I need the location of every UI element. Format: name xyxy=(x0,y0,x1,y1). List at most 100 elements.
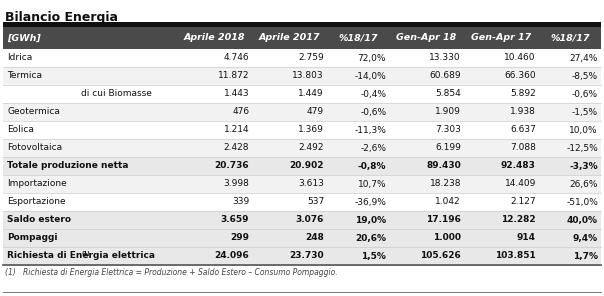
Text: 914: 914 xyxy=(517,234,536,242)
Text: 3.659: 3.659 xyxy=(220,215,249,224)
Text: 13.330: 13.330 xyxy=(429,54,461,62)
Text: 18.238: 18.238 xyxy=(429,179,461,189)
Bar xyxy=(3,103,601,121)
Text: 66.360: 66.360 xyxy=(504,72,536,81)
Text: Gen-Apr 17: Gen-Apr 17 xyxy=(471,33,532,43)
Text: -0,6%: -0,6% xyxy=(360,107,386,117)
Text: 20.736: 20.736 xyxy=(214,162,249,170)
Text: 3.076: 3.076 xyxy=(296,215,324,224)
Text: Importazione: Importazione xyxy=(7,179,67,189)
Text: 17.196: 17.196 xyxy=(426,215,461,224)
Text: 24.096: 24.096 xyxy=(214,252,249,260)
Text: 2.428: 2.428 xyxy=(223,144,249,152)
Text: 248: 248 xyxy=(305,234,324,242)
Text: 537: 537 xyxy=(307,197,324,207)
Bar xyxy=(3,175,601,193)
Bar xyxy=(3,157,601,175)
Text: -0,8%: -0,8% xyxy=(358,162,386,170)
Text: 2.492: 2.492 xyxy=(298,144,324,152)
Text: 339: 339 xyxy=(232,197,249,207)
Text: -12,5%: -12,5% xyxy=(566,144,598,152)
Text: di cui Biomasse: di cui Biomasse xyxy=(82,89,152,99)
Text: Bilancio Energia: Bilancio Energia xyxy=(5,12,118,25)
Text: 20.902: 20.902 xyxy=(289,162,324,170)
Text: 10,0%: 10,0% xyxy=(570,126,598,134)
Text: Esportazione: Esportazione xyxy=(7,197,66,207)
Text: 14.409: 14.409 xyxy=(504,179,536,189)
Text: -0,4%: -0,4% xyxy=(360,89,386,99)
Bar xyxy=(3,27,601,49)
Text: 10.460: 10.460 xyxy=(504,54,536,62)
Text: Aprile 2018: Aprile 2018 xyxy=(184,33,246,43)
Text: 5.854: 5.854 xyxy=(435,89,461,99)
Text: 72,0%: 72,0% xyxy=(358,54,386,62)
Text: Totale produzione netta: Totale produzione netta xyxy=(7,162,129,170)
Bar xyxy=(3,211,601,229)
Text: -8,5%: -8,5% xyxy=(572,72,598,81)
Text: -0,6%: -0,6% xyxy=(572,89,598,99)
Bar xyxy=(3,67,601,85)
Text: 13.803: 13.803 xyxy=(292,72,324,81)
Text: 27,4%: 27,4% xyxy=(570,54,598,62)
Text: 7.303: 7.303 xyxy=(435,126,461,134)
Text: (1)   Richiesta di Energia Elettrica = Produzione + Saldo Estero – Consumo Pompa: (1) Richiesta di Energia Elettrica = Pro… xyxy=(5,268,338,277)
Text: Idrica: Idrica xyxy=(7,54,32,62)
Text: %18/17: %18/17 xyxy=(550,33,590,43)
Text: 23.730: 23.730 xyxy=(289,252,324,260)
Text: -36,9%: -36,9% xyxy=(355,197,386,207)
Text: 2.127: 2.127 xyxy=(510,197,536,207)
Text: -14,0%: -14,0% xyxy=(355,72,386,81)
Text: 6.199: 6.199 xyxy=(435,144,461,152)
Text: 1.449: 1.449 xyxy=(298,89,324,99)
Text: 479: 479 xyxy=(307,107,324,117)
Text: 299: 299 xyxy=(230,234,249,242)
Text: 26,6%: 26,6% xyxy=(570,179,598,189)
Text: -51,0%: -51,0% xyxy=(566,197,598,207)
Text: 12.282: 12.282 xyxy=(501,215,536,224)
Text: 1.369: 1.369 xyxy=(298,126,324,134)
Text: (1): (1) xyxy=(81,250,90,255)
Text: 3.613: 3.613 xyxy=(298,179,324,189)
Text: 1,5%: 1,5% xyxy=(361,252,386,260)
Text: 7.088: 7.088 xyxy=(510,144,536,152)
Text: -11,3%: -11,3% xyxy=(355,126,386,134)
Text: Saldo estero: Saldo estero xyxy=(7,215,71,224)
Text: 19,0%: 19,0% xyxy=(355,215,386,224)
Text: 89.430: 89.430 xyxy=(426,162,461,170)
Text: Richiesta di Energia elettrica: Richiesta di Energia elettrica xyxy=(7,252,155,260)
Text: Fotovoltaica: Fotovoltaica xyxy=(7,144,62,152)
Text: 3.998: 3.998 xyxy=(223,179,249,189)
Text: 1.443: 1.443 xyxy=(223,89,249,99)
Text: 92.483: 92.483 xyxy=(501,162,536,170)
Bar xyxy=(3,139,601,157)
Text: 5.892: 5.892 xyxy=(510,89,536,99)
Text: Gen-Apr 18: Gen-Apr 18 xyxy=(396,33,457,43)
Text: 105.626: 105.626 xyxy=(420,252,461,260)
Text: Aprile 2017: Aprile 2017 xyxy=(259,33,320,43)
Text: 2.759: 2.759 xyxy=(298,54,324,62)
Bar xyxy=(3,22,601,27)
Text: 10,7%: 10,7% xyxy=(358,179,386,189)
Bar xyxy=(3,121,601,139)
Text: [GWh]: [GWh] xyxy=(7,33,40,43)
Bar xyxy=(3,193,601,211)
Bar xyxy=(3,247,601,265)
Text: 1.909: 1.909 xyxy=(435,107,461,117)
Text: -3,3%: -3,3% xyxy=(570,162,598,170)
Text: Geotermica: Geotermica xyxy=(7,107,60,117)
Text: Pompaggi: Pompaggi xyxy=(7,234,57,242)
Text: 11.872: 11.872 xyxy=(217,72,249,81)
Text: 60.689: 60.689 xyxy=(429,72,461,81)
Text: -2,6%: -2,6% xyxy=(360,144,386,152)
Text: 1.042: 1.042 xyxy=(435,197,461,207)
Text: 9,4%: 9,4% xyxy=(573,234,598,242)
Text: 20,6%: 20,6% xyxy=(355,234,386,242)
Text: %18/17: %18/17 xyxy=(338,33,378,43)
Text: Eolica: Eolica xyxy=(7,126,34,134)
Text: 476: 476 xyxy=(232,107,249,117)
Text: 1.938: 1.938 xyxy=(510,107,536,117)
Text: 1,7%: 1,7% xyxy=(573,252,598,260)
Text: 1.000: 1.000 xyxy=(433,234,461,242)
Bar xyxy=(3,85,601,103)
Text: 6.637: 6.637 xyxy=(510,126,536,134)
